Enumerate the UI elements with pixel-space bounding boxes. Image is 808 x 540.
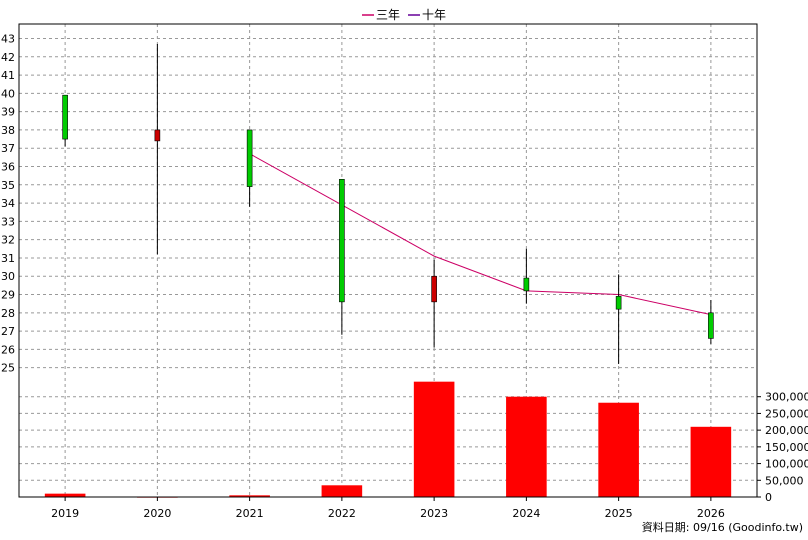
candle-body-2022	[339, 179, 345, 303]
footer: 資料日期: 09/16 (Goodinfo.tw)	[642, 520, 803, 534]
candle-body-2019	[62, 94, 68, 140]
y-tick-label: 35	[1, 179, 15, 192]
candle-body-2025	[615, 296, 622, 310]
y-tick-label: 28	[1, 307, 15, 320]
legend-label-十年: 十年	[422, 8, 446, 22]
x-tick-label: 2021	[236, 507, 264, 520]
volume-tick-label: 250,000	[765, 407, 808, 420]
y-tick-label: 30	[1, 270, 15, 283]
x-tick-label: 2025	[605, 507, 633, 520]
legend-label-三年: 三年	[376, 8, 400, 22]
y-tick-label: 41	[1, 69, 15, 82]
y-tick-label: 32	[1, 234, 15, 247]
y-tick-label: 29	[1, 289, 15, 302]
y-tick-label: 25	[1, 362, 15, 375]
volume-bar-2019	[44, 493, 86, 497]
volume-tick-label: 0	[765, 491, 772, 504]
x-tick-label: 2019	[51, 507, 79, 520]
y-tick-label: 27	[1, 325, 15, 338]
candlesticks	[62, 43, 714, 365]
volume-tick-label: 50,000	[765, 474, 804, 487]
y-tick-label: 36	[1, 161, 15, 174]
candle-body-2021	[246, 129, 253, 187]
volume-bars	[44, 381, 732, 498]
volume-bar-2023	[413, 381, 455, 497]
axes: 25 26 27 28 29 30 31 32 33 34 35 36 37 38 39 40 41 42 43 0 5…	[1, 23, 808, 520]
y-tick-label: 38	[1, 124, 15, 137]
y-tick-label: 43	[1, 32, 15, 45]
volume-tick-label: 150,000	[765, 441, 808, 454]
y-tick-label: 31	[1, 252, 15, 265]
volume-bar-2022	[321, 485, 363, 497]
volume-bar-2026	[690, 426, 732, 497]
plot-frame	[18, 23, 758, 498]
volume-tick-label: 200,000	[765, 424, 808, 437]
series-line-三年	[249, 153, 711, 316]
volume-bar-2025	[598, 402, 639, 497]
y-tick-label: 33	[1, 215, 15, 228]
x-tick-label: 2023	[420, 507, 448, 520]
legend: 三年 十年	[362, 8, 446, 22]
moving-average-lines	[249, 153, 711, 316]
candle-body-2020	[154, 129, 161, 142]
volume-tick-label: 300,000	[765, 391, 808, 404]
volume-bar-2024	[506, 396, 547, 497]
candle-body-2024	[523, 277, 530, 292]
x-tick-label: 2022	[328, 507, 356, 520]
y-tick-label: 42	[1, 51, 15, 64]
x-tick-label: 2024	[512, 507, 540, 520]
volume-bar-2021	[229, 495, 270, 497]
y-tick-label: 26	[1, 343, 15, 356]
grid	[19, 24, 757, 497]
y-tick-label: 40	[1, 87, 15, 100]
x-tick-label: 2026	[697, 507, 725, 520]
data-date-label: 資料日期: 09/16 (Goodinfo.tw)	[642, 520, 803, 534]
candle-body-2023	[431, 275, 437, 303]
x-tick-label: 2020	[143, 507, 171, 520]
y-tick-label: 39	[1, 106, 15, 119]
y-tick-label: 37	[1, 142, 15, 155]
candle-body-2026	[708, 312, 714, 339]
y-tick-label: 34	[1, 197, 15, 210]
volume-tick-label: 100,000	[765, 458, 808, 471]
